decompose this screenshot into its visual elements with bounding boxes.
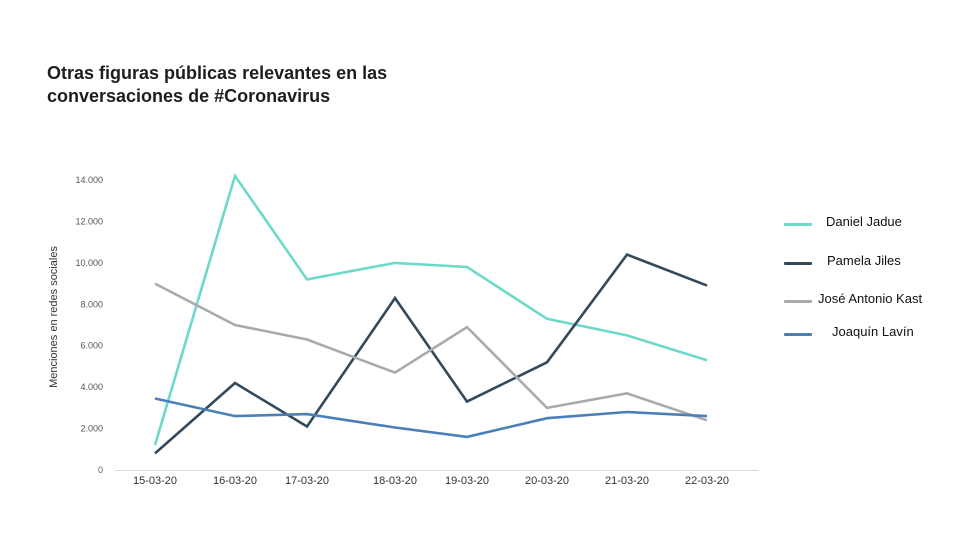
- title-suffix: relevantes en las: [237, 63, 388, 83]
- y-tick-label: 10.000: [75, 258, 103, 268]
- series-line: [154, 282, 708, 422]
- title-prefix: Otras: [47, 63, 100, 83]
- y-tick-label: 8.000: [80, 299, 103, 309]
- legend-item: Pamela Jiles: [784, 253, 954, 273]
- x-tick-label: 17-03-20: [285, 475, 329, 487]
- x-tick-label: 20-03-20: [525, 475, 569, 487]
- y-tick-label: 6.000: [80, 341, 103, 351]
- y-tick-label: 12.000: [75, 216, 103, 226]
- legend-swatch: [784, 262, 812, 265]
- legend-swatch: [784, 333, 812, 336]
- x-tick-label: 18-03-20: [373, 475, 417, 487]
- x-tick-label: 22-03-20: [685, 475, 729, 487]
- series-line: [154, 253, 708, 455]
- legend-swatch: [784, 300, 812, 303]
- x-tick-label: 21-03-20: [605, 475, 649, 487]
- y-tick-label: 0: [98, 465, 103, 475]
- x-tick-label: 19-03-20: [445, 475, 489, 487]
- legend-item: Joaquín Lavín: [784, 324, 954, 344]
- y-tick-label: 14.000: [75, 175, 103, 185]
- title-line-2: conversaciones de #Coronavirus: [47, 86, 331, 106]
- chart-title: Otras figuras públicas relevantes en las…: [47, 62, 387, 108]
- series-line: [153, 172, 708, 446]
- legend-label: Joaquín Lavín: [832, 324, 914, 339]
- series-line: [154, 397, 708, 439]
- y-tick-label: 2.000: [80, 424, 103, 434]
- legend-item: José Antonio Kast: [784, 291, 954, 311]
- x-tick-label: 15-03-20: [133, 475, 177, 487]
- legend-label: José Antonio Kast: [818, 291, 923, 306]
- title-line-1: Otras figuras públicas relevantes en las: [47, 62, 387, 85]
- legend-label: Pamela Jiles: [827, 253, 901, 268]
- y-axis-label: Menciones en redes sociales: [48, 246, 60, 388]
- x-tick-label: 16-03-20: [213, 475, 257, 487]
- legend-label: Daniel Jadue: [826, 214, 902, 229]
- title-bold: figuras públicas: [99, 63, 238, 83]
- legend-swatch: [784, 223, 812, 226]
- legend-item: Daniel Jadue: [784, 214, 954, 234]
- y-tick-label: 4.000: [80, 382, 103, 392]
